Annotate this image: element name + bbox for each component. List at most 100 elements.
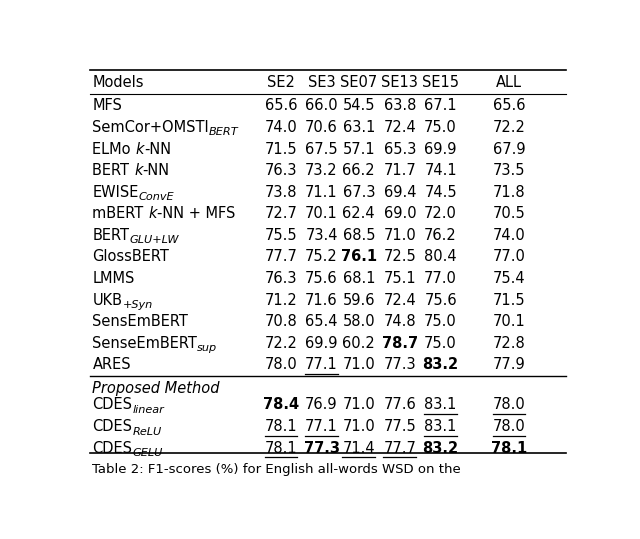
Text: 57.1: 57.1: [342, 142, 375, 156]
Text: 72.4: 72.4: [383, 293, 416, 308]
Text: 71.0: 71.0: [342, 397, 375, 412]
Text: 67.3: 67.3: [342, 185, 375, 199]
Text: 70.5: 70.5: [493, 206, 525, 221]
Text: SemCor+OMSTI: SemCor+OMSTI: [92, 120, 209, 135]
Text: GlossBERT: GlossBERT: [92, 250, 169, 265]
Text: SE13: SE13: [381, 74, 419, 89]
Text: 74.8: 74.8: [383, 314, 416, 329]
Text: 78.7: 78.7: [382, 336, 418, 351]
Text: 72.2: 72.2: [264, 336, 298, 351]
Text: k: k: [148, 206, 157, 221]
Text: SE07: SE07: [340, 74, 378, 89]
Text: SE2: SE2: [267, 74, 295, 89]
Text: 75.1: 75.1: [383, 271, 416, 286]
Text: 69.4: 69.4: [383, 185, 416, 199]
Text: LMMS: LMMS: [92, 271, 135, 286]
Text: 77.0: 77.0: [493, 250, 525, 265]
Text: 77.7: 77.7: [383, 441, 417, 455]
Text: ReLU: ReLU: [132, 426, 162, 437]
Text: 78.0: 78.0: [493, 397, 525, 412]
Text: 72.8: 72.8: [493, 336, 525, 351]
Text: 83.2: 83.2: [422, 441, 459, 455]
Text: 62.4: 62.4: [342, 206, 375, 221]
Text: 73.2: 73.2: [305, 163, 338, 178]
Text: 73.8: 73.8: [264, 185, 297, 199]
Text: 75.5: 75.5: [264, 228, 297, 243]
Text: 71.8: 71.8: [493, 185, 525, 199]
Text: 71.2: 71.2: [264, 293, 297, 308]
Text: 71.6: 71.6: [305, 293, 338, 308]
Text: 74.1: 74.1: [424, 163, 457, 178]
Text: 83.1: 83.1: [424, 397, 457, 412]
Text: Proposed Method: Proposed Method: [92, 381, 220, 396]
Text: SensEmBERT: SensEmBERT: [92, 314, 188, 329]
Text: 73.5: 73.5: [493, 163, 525, 178]
Text: 65.3: 65.3: [384, 142, 416, 156]
Text: SE15: SE15: [422, 74, 459, 89]
Text: 71.0: 71.0: [383, 228, 416, 243]
Text: 71.7: 71.7: [383, 163, 416, 178]
Text: 75.4: 75.4: [493, 271, 525, 286]
Text: 63.1: 63.1: [342, 120, 375, 135]
Text: 78.0: 78.0: [264, 357, 297, 372]
Text: BERT: BERT: [92, 228, 129, 243]
Text: 72.4: 72.4: [383, 120, 416, 135]
Text: SenseEmBERT: SenseEmBERT: [92, 336, 197, 351]
Text: 75.6: 75.6: [305, 271, 338, 286]
Text: ARES: ARES: [92, 357, 131, 372]
Text: 77.7: 77.7: [264, 250, 298, 265]
Text: 76.3: 76.3: [264, 271, 297, 286]
Text: 69.9: 69.9: [424, 142, 457, 156]
Text: CDES: CDES: [92, 419, 132, 434]
Text: 65.6: 65.6: [264, 98, 297, 113]
Text: 71.5: 71.5: [264, 142, 297, 156]
Text: MFS: MFS: [92, 98, 122, 113]
Text: 60.2: 60.2: [342, 336, 375, 351]
Text: 54.5: 54.5: [342, 98, 375, 113]
Text: 77.3: 77.3: [383, 357, 416, 372]
Text: 72.5: 72.5: [383, 250, 416, 265]
Text: 78.1: 78.1: [264, 441, 297, 455]
Text: 67.1: 67.1: [424, 98, 457, 113]
Text: -NN: -NN: [144, 142, 171, 156]
Text: 72.2: 72.2: [493, 120, 525, 135]
Text: 71.0: 71.0: [342, 419, 375, 434]
Text: 75.6: 75.6: [424, 293, 457, 308]
Text: UKB: UKB: [92, 293, 122, 308]
Text: 78.1: 78.1: [491, 441, 527, 455]
Text: Models: Models: [92, 74, 144, 89]
Text: 74.0: 74.0: [493, 228, 525, 243]
Text: 70.1: 70.1: [493, 314, 525, 329]
Text: 71.4: 71.4: [342, 441, 375, 455]
Text: 77.9: 77.9: [493, 357, 525, 372]
Text: CDES: CDES: [92, 441, 132, 455]
Text: 77.3: 77.3: [303, 441, 340, 455]
Text: 80.4: 80.4: [424, 250, 457, 265]
Text: 70.8: 70.8: [264, 314, 297, 329]
Text: 68.5: 68.5: [342, 228, 375, 243]
Text: SE3: SE3: [308, 74, 335, 89]
Text: 65.4: 65.4: [305, 314, 338, 329]
Text: 65.6: 65.6: [493, 98, 525, 113]
Text: -NN + MFS: -NN + MFS: [157, 206, 235, 221]
Text: k: k: [136, 142, 144, 156]
Text: 75.2: 75.2: [305, 250, 338, 265]
Text: 63.8: 63.8: [384, 98, 416, 113]
Text: 77.5: 77.5: [383, 419, 416, 434]
Text: Table 2: F1-scores (%) for English all-words WSD on the: Table 2: F1-scores (%) for English all-w…: [92, 464, 461, 476]
Text: 78.4: 78.4: [263, 397, 299, 412]
Text: 76.1: 76.1: [340, 250, 377, 265]
Text: 77.1: 77.1: [305, 419, 338, 434]
Text: 83.1: 83.1: [424, 419, 457, 434]
Text: BERT: BERT: [209, 127, 239, 137]
Text: 69.9: 69.9: [305, 336, 338, 351]
Text: 75.0: 75.0: [424, 120, 457, 135]
Text: EWISE: EWISE: [92, 185, 139, 199]
Text: 74.0: 74.0: [264, 120, 297, 135]
Text: 66.0: 66.0: [305, 98, 338, 113]
Text: 68.1: 68.1: [342, 271, 375, 286]
Text: 76.9: 76.9: [305, 397, 338, 412]
Text: 75.0: 75.0: [424, 336, 457, 351]
Text: 67.9: 67.9: [493, 142, 525, 156]
Text: 67.5: 67.5: [305, 142, 338, 156]
